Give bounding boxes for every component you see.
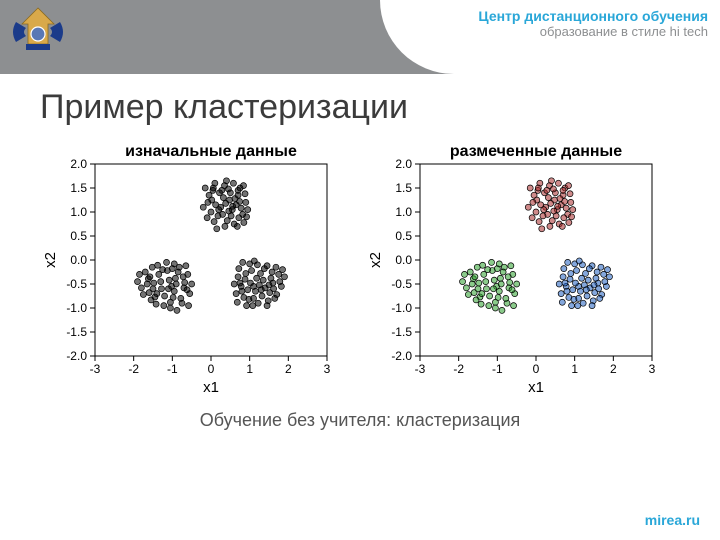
svg-text:изначальные данные: изначальные данные [125,143,297,160]
svg-text:-1.0: -1.0 [66,301,87,315]
figure-caption: Обучение без учителя: кластеризация [0,410,720,431]
svg-text:-1.0: -1.0 [391,301,412,315]
svg-text:1.0: 1.0 [70,205,87,219]
svg-text:3: 3 [649,362,656,376]
svg-text:1.5: 1.5 [395,181,412,195]
svg-text:1.0: 1.0 [395,205,412,219]
svg-text:x1: x1 [203,379,219,396]
svg-text:-2.0: -2.0 [66,349,87,363]
svg-text:-1.5: -1.5 [391,325,412,339]
mirea-logo [8,2,68,62]
svg-text:0: 0 [533,362,540,376]
svg-text:-3: -3 [90,362,101,376]
svg-text:-2: -2 [128,362,139,376]
svg-text:3: 3 [324,362,331,376]
svg-text:0.0: 0.0 [395,253,412,267]
svg-text:1.5: 1.5 [70,181,87,195]
svg-text:-1: -1 [167,362,178,376]
svg-text:1: 1 [246,362,253,376]
page-title: Пример кластеризации [40,88,408,127]
svg-text:x2: x2 [367,252,384,268]
svg-text:2.0: 2.0 [70,157,87,171]
svg-text:-1: -1 [492,362,503,376]
svg-text:0: 0 [208,362,215,376]
footer-link[interactable]: mirea.ru [645,512,700,528]
svg-text:0.0: 0.0 [70,253,87,267]
svg-text:-1.5: -1.5 [66,325,87,339]
svg-text:-0.5: -0.5 [66,277,87,291]
svg-text:x1: x1 [528,379,544,396]
svg-text:0.5: 0.5 [70,229,87,243]
svg-text:2: 2 [285,362,292,376]
header-band: Центр дистанционного обучения образовани… [0,0,720,74]
svg-text:1: 1 [571,362,578,376]
header-line1: Центр дистанционного обучения [478,8,708,24]
svg-text:-2.0: -2.0 [391,349,412,363]
svg-text:x2: x2 [42,252,59,268]
svg-text:-3: -3 [415,362,426,376]
svg-text:2: 2 [610,362,617,376]
clustering-charts: изначальные данные -3 -2 -1 0 1 2 3 -2.0 -1.5 -1.0… [40,140,660,400]
header-line2: образование в стиле hi tech [478,24,708,39]
svg-text:-2: -2 [453,362,464,376]
svg-text:0.5: 0.5 [395,229,412,243]
header-text: Центр дистанционного обучения образовани… [478,8,708,39]
svg-text:2.0: 2.0 [395,157,412,171]
svg-text:-0.5: -0.5 [391,277,412,291]
svg-text:размеченные данные: размеченные данные [450,143,622,160]
